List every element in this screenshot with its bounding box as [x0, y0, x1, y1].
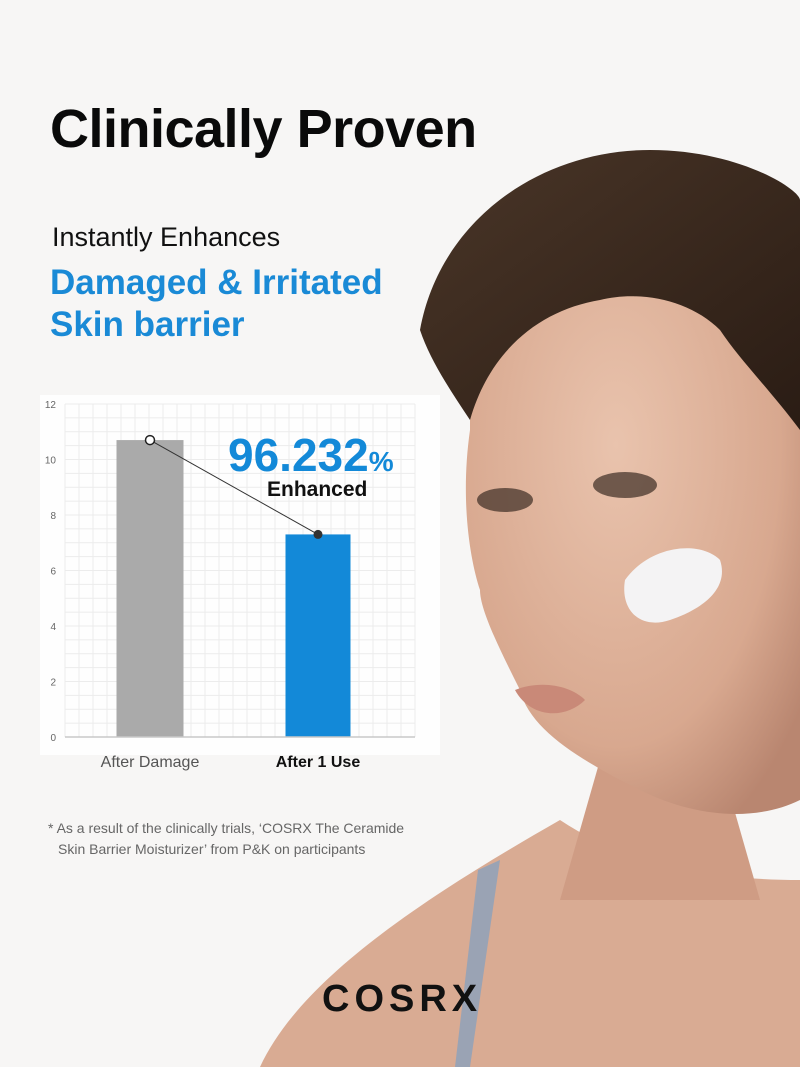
y-tick-label: 12 [45, 400, 57, 411]
y-tick-label: 8 [50, 511, 56, 522]
point-marker-1 [144, 434, 156, 446]
x-tick-label: After 1 Use [276, 754, 361, 771]
connector-line [149, 439, 319, 535]
annotation-label: Enhanced [267, 478, 368, 501]
y-tick-label: 6 [50, 567, 56, 578]
annotation-value: 96.232 [228, 429, 369, 481]
y-tick-label: 0 [50, 733, 56, 744]
annotation-unit: % [368, 446, 394, 477]
highlight-subtitle: Damaged & Irritated Skin barrier [50, 262, 383, 346]
footnote: * As a result of the clinically trials, … [48, 818, 404, 860]
page-title: Clinically Proven [50, 99, 477, 159]
footnote-line-1: * As a result of the clinically trials, … [48, 820, 405, 836]
subtitle: Instantly Enhances [52, 222, 281, 252]
bar-chart: 0 2 4 6 8 10 12 After Damage After 1 Use [40, 395, 440, 771]
highlight-line-2: Skin barrier [50, 305, 245, 344]
brand-logo: COSRX [322, 978, 483, 1020]
footnote-line-2: Skin Barrier Moisturizer’ from P&K on pa… [58, 841, 366, 857]
annotation-percent: 96.232% [228, 428, 394, 482]
highlight-line-1: Damaged & Irritated [50, 263, 383, 302]
point-marker-2 [313, 529, 323, 539]
y-tick-label: 10 [45, 456, 57, 467]
bar-2 [285, 534, 351, 737]
y-tick-label: 4 [50, 622, 56, 633]
x-tick-label: After Damage [101, 754, 200, 771]
y-tick-label: 2 [50, 678, 56, 689]
bar-1 [116, 440, 184, 737]
